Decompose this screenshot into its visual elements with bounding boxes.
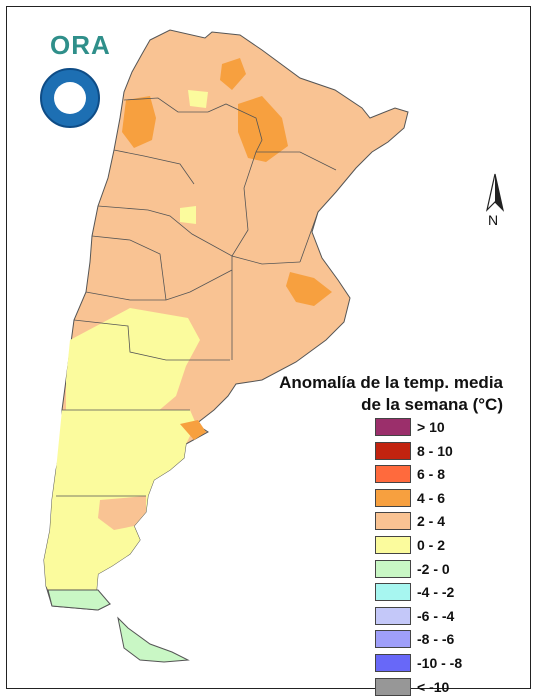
- legend-row: 0 - 2: [375, 536, 495, 556]
- legend-row: 8 - 10: [375, 441, 495, 462]
- legend-swatch: [375, 512, 411, 531]
- hotspot-north-central: [238, 96, 288, 162]
- legend-label: -8 - -6: [417, 631, 455, 648]
- legend-row: 4 - 6: [375, 488, 495, 509]
- legend-swatch: [375, 630, 411, 649]
- legend-label: 0 - 2: [417, 537, 446, 553]
- legend-label: -4 - -2: [417, 584, 455, 601]
- legend-swatch: [375, 583, 411, 602]
- brand-logo: ORA: [50, 30, 111, 60]
- legend-swatch: [375, 441, 411, 460]
- seal-logo: [40, 68, 100, 128]
- hotspot-east: [286, 272, 332, 306]
- north-arrow-icon: [485, 173, 505, 212]
- legend-label: 8 - 10: [417, 442, 453, 459]
- legend-row: -6 - -4: [375, 606, 495, 627]
- legend-label: 2 - 4: [417, 513, 446, 530]
- legend-row: -8 - -6: [375, 630, 495, 650]
- legend-swatch: [375, 606, 411, 625]
- south-orange-patch: [98, 496, 146, 530]
- legend-swatch: [375, 559, 411, 578]
- tierra-del-fuego: [117, 616, 190, 663]
- hotspot-north: [220, 58, 246, 90]
- legend-swatch: [375, 654, 411, 672]
- legend-swatch: [375, 488, 411, 507]
- legend-label: -6 - -4: [417, 607, 455, 624]
- legend-row: > 10: [375, 418, 495, 438]
- legend-label: 6 - 8: [417, 466, 446, 483]
- yellow-spot-1: [188, 90, 208, 108]
- hotspot-coast: [180, 420, 206, 440]
- legend-label: -2 - 0: [417, 560, 450, 577]
- legend-swatch: [375, 465, 411, 484]
- hotspot-northwest: [122, 96, 156, 148]
- north-label: N: [488, 212, 499, 228]
- southern-green-zone: [47, 589, 111, 611]
- legend-label: 4 - 6: [417, 489, 446, 506]
- legend-row: < -10: [375, 677, 495, 696]
- central-yellow-zone: [66, 308, 200, 424]
- legend-title: Anomalía de la temp. media de la semana …: [243, 372, 503, 416]
- legend-swatch: [375, 677, 411, 696]
- legend-row: 6 - 8: [375, 465, 495, 485]
- legend-row: -10 - -8: [375, 654, 495, 674]
- legend-title-line1: Anomalía de la temp. media: [279, 373, 503, 392]
- legend-label: -10 - -8: [417, 655, 463, 671]
- legend-title-line2: de la semana (°C): [361, 395, 503, 414]
- legend-swatch: [375, 536, 411, 554]
- legend-row: 2 - 4: [375, 512, 495, 532]
- seal-icon: [54, 82, 86, 114]
- legend-swatch: [375, 418, 411, 436]
- legend-label: < -10: [417, 678, 450, 695]
- legend-row: -2 - 0: [375, 559, 495, 580]
- legend-row: -4 - -2: [375, 583, 495, 603]
- province-borders: [56, 97, 337, 497]
- yellow-spot-2: [180, 206, 196, 224]
- map-frame: [6, 6, 531, 689]
- legend-label: > 10: [417, 419, 445, 435]
